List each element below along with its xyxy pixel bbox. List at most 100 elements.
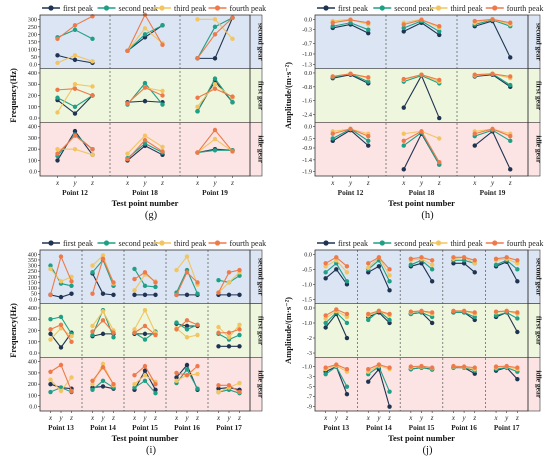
data-point (408, 256, 414, 262)
data-point (69, 339, 74, 344)
data-point (344, 264, 350, 269)
data-point (142, 98, 148, 104)
data-point (490, 126, 495, 132)
data-point (230, 100, 235, 105)
data-point (174, 370, 179, 376)
data-point (419, 308, 424, 314)
data-point (437, 77, 442, 83)
data-point (111, 381, 116, 387)
data-point (100, 365, 106, 370)
data-point (344, 311, 350, 317)
data-point (237, 327, 242, 332)
data-point (90, 378, 95, 383)
data-point (348, 126, 353, 132)
data-point (212, 24, 218, 30)
data-point (344, 384, 350, 389)
data-point (401, 29, 406, 34)
data-point (237, 292, 242, 298)
x-tick-label: x (330, 179, 335, 187)
data-point (490, 71, 495, 77)
y-tick-label: 300 (28, 316, 37, 323)
data-point (58, 314, 64, 320)
data-point (226, 330, 232, 335)
data-point (125, 48, 130, 54)
data-point (429, 365, 435, 370)
data-point (195, 104, 200, 109)
data-point (401, 138, 406, 144)
data-point (174, 327, 179, 332)
legend-label-4: fourth peak (507, 4, 544, 13)
data-point (153, 280, 158, 285)
data-point (226, 292, 232, 298)
x-tick-label: x (48, 414, 53, 422)
data-point (212, 32, 218, 37)
data-point (90, 36, 95, 42)
data-point (334, 258, 339, 263)
y-tick-label: 0.0 (29, 61, 37, 68)
point-label: Point 18 (132, 188, 158, 197)
data-point (142, 378, 148, 383)
data-point (90, 387, 95, 393)
data-point (387, 317, 392, 323)
data-point (237, 380, 242, 386)
data-point (515, 261, 520, 266)
data-point (504, 308, 509, 314)
data-point (153, 284, 158, 290)
data-point (195, 56, 200, 61)
data-point (237, 267, 242, 273)
x-tick-label: x (366, 414, 371, 422)
gear-label: first gear (257, 81, 266, 111)
y-tick-label: -3 (307, 350, 312, 357)
y-tick-label: -2.4 (302, 112, 312, 119)
legend-label-1: first peak (63, 239, 93, 248)
data-point (174, 375, 179, 380)
x-tick-label: y (334, 414, 339, 422)
data-point (142, 323, 148, 329)
data-point (100, 384, 106, 389)
y-tick-label: 50 (31, 54, 37, 61)
data-point (376, 362, 382, 367)
gear-label: idle gear (257, 370, 266, 398)
data-point (160, 88, 165, 94)
data-point (216, 278, 221, 283)
data-point (237, 322, 242, 328)
data-point (366, 20, 371, 25)
data-point (48, 377, 53, 382)
y-tick-label: -1.5 (302, 296, 312, 303)
data-point (451, 363, 456, 369)
data-point (344, 335, 350, 341)
data-point (195, 280, 200, 285)
x-tick-label: x (493, 414, 498, 422)
data-point (174, 378, 179, 383)
data-point (323, 325, 328, 330)
data-point (48, 263, 53, 268)
data-point (216, 389, 221, 395)
y-axis-label: Frequency(Hz) (8, 303, 18, 358)
legend-label-2: second peak (119, 239, 158, 248)
data-point (387, 365, 392, 370)
data-point (72, 146, 78, 152)
data-point (132, 381, 137, 387)
data-point (387, 267, 392, 272)
data-point (160, 42, 165, 48)
legend-label-1: first peak (338, 239, 368, 248)
gear-label: idle gear (257, 135, 266, 163)
data-point (69, 388, 74, 394)
data-point (125, 151, 130, 156)
data-point (330, 24, 335, 29)
data-point (142, 35, 148, 40)
data-point (237, 389, 242, 395)
data-point (48, 266, 53, 272)
point-label: Point 15 (409, 423, 435, 432)
data-point (184, 372, 190, 378)
data-point (184, 292, 190, 298)
x-tick-label: x (451, 414, 456, 422)
y-tick-label: 400 (28, 305, 37, 312)
y-tick-label: 0.0 (304, 124, 312, 131)
data-point (419, 255, 424, 260)
panel-h: first peak second peak third peak fourth pe… (283, 4, 544, 221)
data-point (153, 387, 158, 393)
data-point (69, 291, 74, 296)
data-point (142, 292, 148, 298)
data-point (212, 86, 218, 91)
